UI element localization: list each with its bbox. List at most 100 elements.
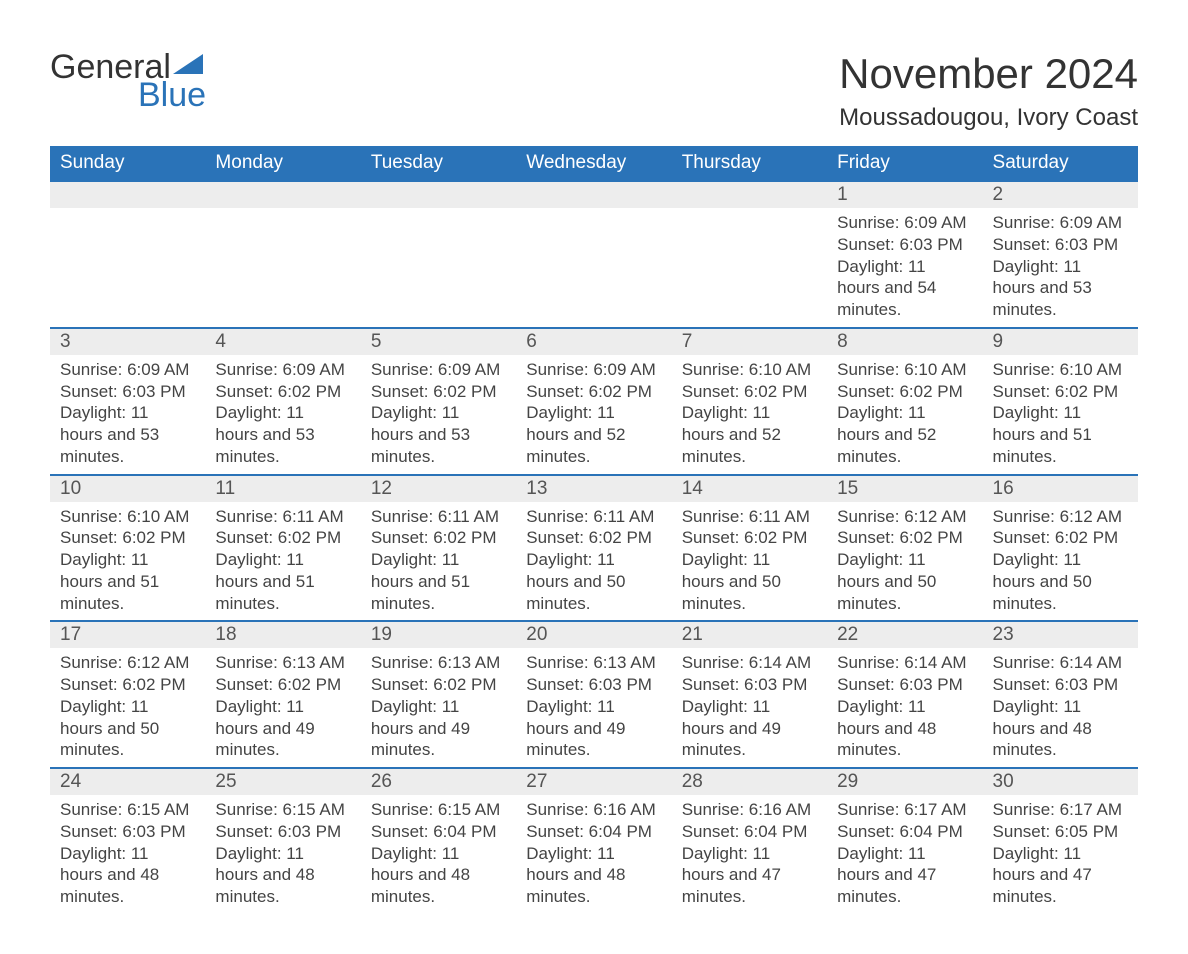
daylight-line: Daylight: 11 hours and 49 minutes. <box>215 696 350 761</box>
calendar-cell: 5Sunrise: 6:09 AMSunset: 6:02 PMDaylight… <box>361 327 516 474</box>
sunrise-line: Sunrise: 6:10 AM <box>60 506 195 528</box>
sunset-line: Sunset: 6:04 PM <box>682 821 817 843</box>
day-number: 12 <box>361 474 516 502</box>
day-number: 6 <box>516 327 671 355</box>
sunrise-line: Sunrise: 6:10 AM <box>993 359 1128 381</box>
day-number: 13 <box>516 474 671 502</box>
day-details: Sunrise: 6:10 AMSunset: 6:02 PMDaylight:… <box>672 355 827 474</box>
daylight-line: Daylight: 11 hours and 51 minutes. <box>993 402 1128 467</box>
daylight-line: Daylight: 11 hours and 51 minutes. <box>371 549 506 614</box>
day-header: Thursday <box>672 146 827 180</box>
daylight-line: Daylight: 11 hours and 48 minutes. <box>993 696 1128 761</box>
day-number: 10 <box>50 474 205 502</box>
sunset-line: Sunset: 6:02 PM <box>60 527 195 549</box>
calendar-body: 1Sunrise: 6:09 AMSunset: 6:03 PMDaylight… <box>50 180 1138 914</box>
day-details: Sunrise: 6:16 AMSunset: 6:04 PMDaylight:… <box>672 795 827 914</box>
calendar-cell: 30Sunrise: 6:17 AMSunset: 6:05 PMDayligh… <box>983 767 1138 914</box>
daylight-line: Daylight: 11 hours and 52 minutes. <box>526 402 661 467</box>
day-number: 3 <box>50 327 205 355</box>
day-number: 30 <box>983 767 1138 795</box>
calendar-cell: 19Sunrise: 6:13 AMSunset: 6:02 PMDayligh… <box>361 620 516 767</box>
calendar-cell: 21Sunrise: 6:14 AMSunset: 6:03 PMDayligh… <box>672 620 827 767</box>
sunset-line: Sunset: 6:03 PM <box>837 674 972 696</box>
calendar-week-row: 17Sunrise: 6:12 AMSunset: 6:02 PMDayligh… <box>50 620 1138 767</box>
day-details: Sunrise: 6:17 AMSunset: 6:04 PMDaylight:… <box>827 795 982 914</box>
daylight-line: Daylight: 11 hours and 50 minutes. <box>837 549 972 614</box>
calendar-cell <box>516 180 671 327</box>
daylight-line: Daylight: 11 hours and 51 minutes. <box>60 549 195 614</box>
day-details: Sunrise: 6:14 AMSunset: 6:03 PMDaylight:… <box>827 648 982 767</box>
sunset-line: Sunset: 6:02 PM <box>371 381 506 403</box>
month-title: November 2024 <box>839 50 1138 98</box>
day-details: Sunrise: 6:14 AMSunset: 6:03 PMDaylight:… <box>983 648 1138 767</box>
day-details: Sunrise: 6:10 AMSunset: 6:02 PMDaylight:… <box>983 355 1138 474</box>
sunrise-line: Sunrise: 6:11 AM <box>682 506 817 528</box>
calendar-week-row: 10Sunrise: 6:10 AMSunset: 6:02 PMDayligh… <box>50 474 1138 621</box>
calendar-head: SundayMondayTuesdayWednesdayThursdayFrid… <box>50 146 1138 180</box>
sunset-line: Sunset: 6:02 PM <box>682 527 817 549</box>
day-header: Friday <box>827 146 982 180</box>
daylight-line: Daylight: 11 hours and 53 minutes. <box>993 256 1128 321</box>
daylight-line: Daylight: 11 hours and 48 minutes. <box>60 843 195 908</box>
sunrise-line: Sunrise: 6:15 AM <box>60 799 195 821</box>
sunrise-line: Sunrise: 6:17 AM <box>837 799 972 821</box>
day-number: 22 <box>827 620 982 648</box>
sunrise-line: Sunrise: 6:09 AM <box>837 212 972 234</box>
calendar-cell: 10 Sunrise: 6:10 AMSunset: 6:02 PMDayligh… <box>50 474 205 621</box>
daylight-line: Daylight: 11 hours and 48 minutes. <box>215 843 350 908</box>
calendar-cell: 18Sunrise: 6:13 AMSunset: 6:02 PMDayligh… <box>205 620 360 767</box>
sunrise-line: Sunrise: 6:11 AM <box>371 506 506 528</box>
day-details: Sunrise: 6:09 AMSunset: 6:03 PMDaylight:… <box>827 208 982 327</box>
calendar-cell: 3Sunrise: 6:09 AMSunset: 6:03 PMDaylight… <box>50 327 205 474</box>
day-details: Sunrise: 6:16 AMSunset: 6:04 PMDaylight:… <box>516 795 671 914</box>
day-details: Sunrise: 6:11 AMSunset: 6:02 PMDaylight:… <box>361 502 516 621</box>
calendar-cell: 28Sunrise: 6:16 AMSunset: 6:04 PMDayligh… <box>672 767 827 914</box>
sunrise-line: Sunrise: 6:09 AM <box>993 212 1128 234</box>
sunset-line: Sunset: 6:04 PM <box>371 821 506 843</box>
daynum-bar-empty <box>50 180 205 208</box>
day-details: Sunrise: 6:09 AMSunset: 6:02 PMDaylight:… <box>361 355 516 474</box>
daylight-line: Daylight: 11 hours and 53 minutes. <box>60 402 195 467</box>
sunset-line: Sunset: 6:04 PM <box>526 821 661 843</box>
day-number: 7 <box>672 327 827 355</box>
sunset-line: Sunset: 6:02 PM <box>526 381 661 403</box>
sunrise-line: Sunrise: 6:16 AM <box>682 799 817 821</box>
sunset-line: Sunset: 6:02 PM <box>526 527 661 549</box>
sunrise-line: Sunrise: 6:14 AM <box>837 652 972 674</box>
daylight-line: Daylight: 11 hours and 51 minutes. <box>215 549 350 614</box>
calendar-week-row: 24Sunrise: 6:15 AMSunset: 6:03 PMDayligh… <box>50 767 1138 914</box>
calendar-cell: 20Sunrise: 6:13 AMSunset: 6:03 PMDayligh… <box>516 620 671 767</box>
sunrise-line: Sunrise: 6:09 AM <box>60 359 195 381</box>
calendar-week-row: 3Sunrise: 6:09 AMSunset: 6:03 PMDaylight… <box>50 327 1138 474</box>
sunrise-line: Sunrise: 6:10 AM <box>837 359 972 381</box>
calendar-cell: 14Sunrise: 6:11 AMSunset: 6:02 PMDayligh… <box>672 474 827 621</box>
daynum-bar-empty <box>205 180 360 208</box>
header: General Blue November 2024 Moussadougou,… <box>50 50 1138 132</box>
daylight-line: Daylight: 11 hours and 49 minutes. <box>371 696 506 761</box>
day-number: 9 <box>983 327 1138 355</box>
calendar-cell: 24Sunrise: 6:15 AMSunset: 6:03 PMDayligh… <box>50 767 205 914</box>
sunset-line: Sunset: 6:02 PM <box>837 527 972 549</box>
calendar-cell: 15Sunrise: 6:12 AMSunset: 6:02 PMDayligh… <box>827 474 982 621</box>
day-details: Sunrise: 6:11 AMSunset: 6:02 PMDaylight:… <box>672 502 827 621</box>
logo-text-blue: Blue <box>50 78 206 112</box>
sunrise-line: Sunrise: 6:17 AM <box>993 799 1128 821</box>
day-details: Sunrise: 6:10 AMSunset: 6:02 PMDaylight:… <box>827 355 982 474</box>
daylight-line: Daylight: 11 hours and 54 minutes. <box>837 256 972 321</box>
daylight-line: Daylight: 11 hours and 49 minutes. <box>526 696 661 761</box>
calendar-cell <box>361 180 516 327</box>
day-number: 2 <box>983 180 1138 208</box>
sunset-line: Sunset: 6:02 PM <box>837 381 972 403</box>
calendar-cell: 25Sunrise: 6:15 AMSunset: 6:03 PMDayligh… <box>205 767 360 914</box>
sunset-line: Sunset: 6:02 PM <box>993 527 1128 549</box>
calendar-page: General Blue November 2024 Moussadougou,… <box>0 0 1188 954</box>
day-details: Sunrise: 6:09 AMSunset: 6:03 PMDaylight:… <box>983 208 1138 327</box>
calendar-cell: 11Sunrise: 6:11 AMSunset: 6:02 PMDayligh… <box>205 474 360 621</box>
day-details: Sunrise: 6:09 AMSunset: 6:02 PMDaylight:… <box>205 355 360 474</box>
daylight-line: Daylight: 11 hours and 47 minutes. <box>837 843 972 908</box>
day-number: 14 <box>672 474 827 502</box>
day-number: 15 <box>827 474 982 502</box>
calendar-cell: 4Sunrise: 6:09 AMSunset: 6:02 PMDaylight… <box>205 327 360 474</box>
sunrise-line: Sunrise: 6:11 AM <box>526 506 661 528</box>
sunset-line: Sunset: 6:02 PM <box>371 527 506 549</box>
